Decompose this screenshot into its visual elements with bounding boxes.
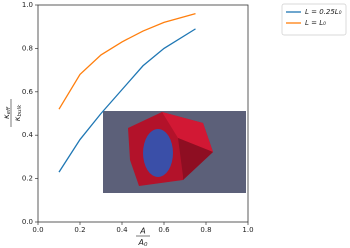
y-tick-label: 0.6 bbox=[22, 88, 34, 96]
x-tick-label: 0.8 bbox=[200, 226, 211, 234]
x-axis-label: A A0 bbox=[136, 227, 150, 248]
y-tick-label: 1.0 bbox=[22, 1, 33, 9]
y-tick-label: 0.0 bbox=[22, 218, 33, 226]
subscript: eff bbox=[6, 106, 12, 114]
legend-label: L = L₀ bbox=[305, 19, 326, 27]
subscript: bulk bbox=[17, 104, 23, 117]
y-label-numerator: κeff bbox=[2, 106, 12, 119]
x-label-numerator: A bbox=[139, 227, 145, 236]
series-line bbox=[58, 13, 196, 110]
legend-label: L = 0.25L₀ bbox=[305, 8, 342, 16]
symbol: A bbox=[138, 238, 144, 247]
cube-top bbox=[162, 112, 213, 152]
symbol: κ bbox=[13, 116, 22, 121]
plot-frame bbox=[37, 4, 249, 223]
inset-image bbox=[103, 111, 246, 193]
symbol: κ bbox=[2, 114, 11, 119]
subscript: 0 bbox=[144, 242, 148, 248]
y-tick-label: 0.2 bbox=[22, 175, 33, 183]
x-tick-label: 0.4 bbox=[116, 226, 128, 234]
x-label-denominator: A0 bbox=[138, 238, 148, 248]
cube-side bbox=[178, 138, 213, 180]
y-label-denominator: κbulk bbox=[13, 104, 23, 121]
y-axis-label: κeff κbulk bbox=[2, 99, 23, 127]
x-tick-label: 0.2 bbox=[74, 226, 85, 234]
y-tick-label: 0.4 bbox=[22, 131, 34, 139]
y-tick-label: 0.8 bbox=[22, 44, 33, 52]
series-line bbox=[58, 28, 196, 173]
x-tick-label: 0.6 bbox=[158, 226, 170, 234]
x-tick-label: 0.0 bbox=[32, 226, 43, 234]
cube-hole bbox=[143, 129, 173, 177]
x-tick-label: 1.0 bbox=[242, 226, 253, 234]
